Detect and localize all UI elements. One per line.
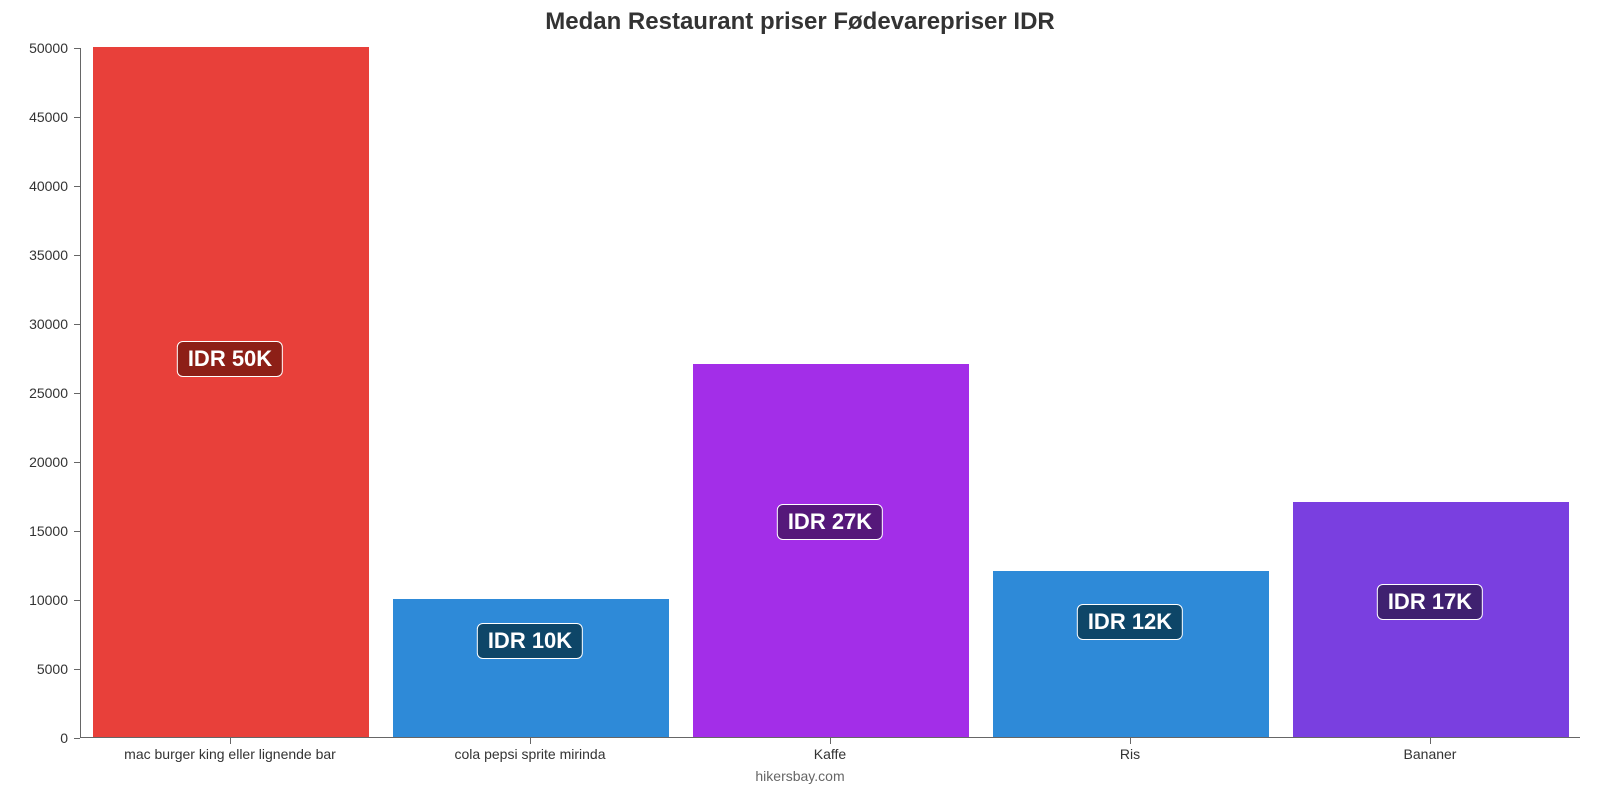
x-tick-mark xyxy=(530,738,531,744)
y-tick-mark xyxy=(74,600,80,601)
bar xyxy=(693,364,969,737)
bar-value-badge: IDR 12K xyxy=(1077,604,1183,640)
y-tick-mark xyxy=(74,531,80,532)
x-tick-label: Bananer xyxy=(1404,746,1457,762)
y-tick-label: 20000 xyxy=(0,454,68,470)
x-tick-label: cola pepsi sprite mirinda xyxy=(455,746,606,762)
y-tick-mark xyxy=(74,738,80,739)
bar xyxy=(93,47,369,737)
y-tick-mark xyxy=(74,393,80,394)
y-tick-mark xyxy=(74,324,80,325)
y-tick-label: 0 xyxy=(0,730,68,746)
bar xyxy=(993,571,1269,737)
bar-value-badge: IDR 17K xyxy=(1377,584,1483,620)
x-tick-label: mac burger king eller lignende bar xyxy=(124,746,336,762)
bar-value-badge: IDR 10K xyxy=(477,623,583,659)
y-tick-label: 45000 xyxy=(0,109,68,125)
y-tick-mark xyxy=(74,48,80,49)
y-tick-label: 15000 xyxy=(0,523,68,539)
y-tick-label: 10000 xyxy=(0,592,68,608)
y-tick-label: 40000 xyxy=(0,178,68,194)
bar-value-badge: IDR 50K xyxy=(177,341,283,377)
x-tick-mark xyxy=(230,738,231,744)
bar-value-badge: IDR 27K xyxy=(777,504,883,540)
y-tick-label: 35000 xyxy=(0,247,68,263)
y-tick-label: 30000 xyxy=(0,316,68,332)
y-tick-mark xyxy=(74,186,80,187)
x-tick-mark xyxy=(1130,738,1131,744)
x-tick-label: Kaffe xyxy=(814,746,846,762)
y-tick-mark xyxy=(74,255,80,256)
x-tick-mark xyxy=(830,738,831,744)
y-tick-mark xyxy=(74,462,80,463)
y-tick-mark xyxy=(74,117,80,118)
plot-area xyxy=(80,48,1580,738)
x-tick-mark xyxy=(1430,738,1431,744)
x-tick-label: Ris xyxy=(1120,746,1140,762)
y-tick-label: 25000 xyxy=(0,385,68,401)
y-tick-mark xyxy=(74,669,80,670)
chart-title: Medan Restaurant priser Fødevarepriser I… xyxy=(0,0,1600,36)
y-tick-label: 5000 xyxy=(0,661,68,677)
y-tick-label: 50000 xyxy=(0,40,68,56)
bar xyxy=(393,599,669,737)
price-bar-chart: Medan Restaurant priser Fødevarepriser I… xyxy=(0,0,1600,800)
attribution-text: hikersbay.com xyxy=(755,768,844,784)
